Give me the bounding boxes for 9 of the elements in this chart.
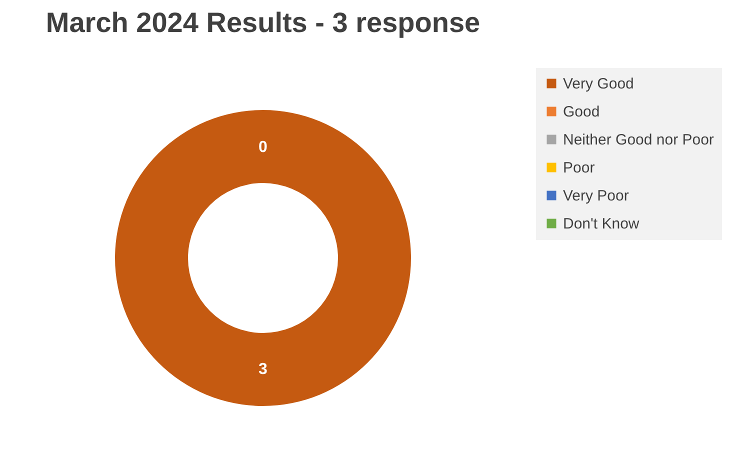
text: 0 xyxy=(258,139,268,156)
legend-label: Neither Good nor Poor xyxy=(563,132,714,148)
data-label: 3 xyxy=(258,361,268,378)
legend-label: Very Good xyxy=(563,76,634,92)
legend-label: Don't Know xyxy=(563,216,640,232)
legend-label: Very Poor xyxy=(563,188,629,204)
legend-label: Poor xyxy=(563,160,595,176)
chart-title: March 2024 Results - 3 response xyxy=(46,7,480,38)
legend-label: Good xyxy=(563,104,600,120)
